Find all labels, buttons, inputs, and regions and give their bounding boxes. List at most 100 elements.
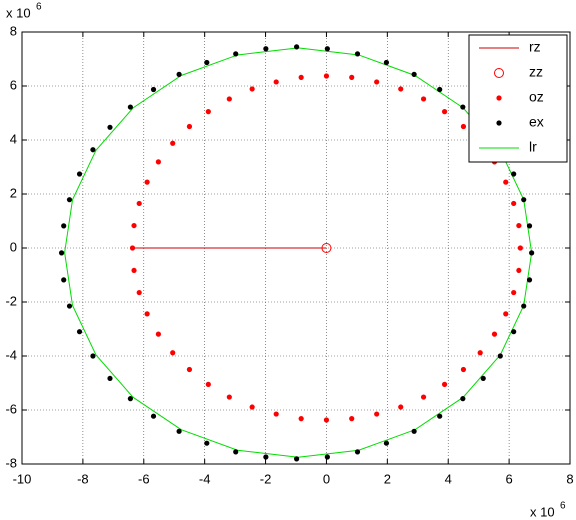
data-point (66, 303, 73, 309)
data-point (170, 350, 176, 356)
data-point (460, 396, 466, 402)
data-point (294, 44, 300, 50)
x-tick-label: 6 (505, 471, 512, 486)
data-point (526, 277, 533, 283)
axis-multiplier-exponent: 6 (36, 2, 42, 13)
data-point (491, 331, 498, 337)
data-point (233, 449, 239, 455)
legend-label: ex (529, 114, 544, 130)
data-point (226, 394, 232, 400)
data-point (61, 277, 67, 283)
y-tick-label: 6 (10, 77, 17, 92)
data-point (127, 396, 133, 402)
data-point (90, 353, 96, 359)
legend-label: rz (529, 39, 541, 55)
data-point (263, 454, 269, 460)
data-point (511, 329, 517, 335)
data-point (511, 200, 517, 207)
data-point (186, 366, 193, 373)
data-point (321, 243, 332, 253)
data-point (497, 353, 503, 359)
data-point (420, 394, 427, 400)
data-point (411, 428, 417, 434)
y-tick-label: -4 (5, 347, 17, 362)
x-tick-label: -10 (13, 471, 32, 486)
data-point (107, 124, 113, 130)
x-tick-label: 8 (566, 471, 573, 486)
data-point (131, 267, 137, 274)
data-point (503, 179, 509, 185)
data-point (374, 79, 380, 85)
data-point (374, 411, 380, 417)
data-point (323, 417, 330, 423)
data-point (437, 413, 443, 419)
data-point (298, 416, 304, 422)
data-point (521, 303, 527, 309)
data-point (323, 73, 330, 79)
axis-multiplier-exponent: 6 (560, 501, 566, 512)
y-tick-label: 8 (10, 23, 17, 38)
data-point (521, 197, 527, 203)
y-tick-label: -8 (5, 455, 17, 470)
axis-multiplier: x 10 (530, 504, 555, 519)
data-point (90, 147, 96, 153)
data-point (107, 375, 113, 382)
data-point (205, 109, 211, 115)
data-point (150, 86, 157, 93)
legend-swatch (496, 95, 502, 101)
data-point (155, 331, 161, 337)
data-point (144, 311, 150, 317)
data-point (411, 71, 417, 77)
data-point (511, 289, 517, 296)
data-point (529, 250, 535, 256)
data-point (516, 222, 522, 229)
data-point (263, 46, 269, 52)
data-point (480, 375, 486, 382)
data-point (460, 104, 466, 110)
data-point (144, 179, 150, 185)
data-point (398, 404, 404, 410)
data-point (170, 140, 176, 146)
y-tick-label: 4 (10, 131, 17, 146)
x-tick-label: -8 (77, 471, 89, 486)
y-tick-label: 0 (10, 239, 17, 254)
data-point (354, 449, 361, 455)
data-point (76, 329, 83, 335)
x-tick-label: 4 (445, 471, 452, 486)
x-tick-label: -6 (138, 471, 150, 486)
data-point (226, 96, 232, 102)
x-tick-label: 2 (384, 471, 391, 486)
axis-multiplier: x 10 (6, 5, 31, 20)
x-tick-label: 0 (323, 471, 330, 486)
data-point (441, 381, 448, 387)
data-point (511, 171, 517, 177)
data-point (176, 71, 182, 77)
data-point (517, 245, 523, 251)
data-point (249, 404, 255, 410)
data-point (398, 86, 404, 92)
data-point (155, 159, 161, 165)
data-point (204, 59, 210, 66)
legend-swatch (496, 120, 502, 126)
data-point (186, 123, 193, 130)
legend-swatch (494, 68, 504, 78)
legend-label: zz (529, 64, 543, 80)
data-point (58, 250, 65, 256)
legend-box (468, 34, 568, 163)
data-point (477, 350, 483, 356)
legend: rz zz oz ex lr (468, 34, 568, 163)
y-tick-label: -2 (5, 293, 17, 308)
data-point (460, 366, 467, 373)
data-point (61, 223, 67, 229)
data-point (66, 197, 73, 203)
y-tick-label: 2 (10, 185, 17, 200)
data-point (129, 245, 136, 251)
data-point (176, 428, 182, 434)
data-point (420, 96, 427, 102)
data-point (437, 86, 443, 93)
data-point (294, 456, 300, 462)
data-point (324, 46, 330, 52)
data-point (204, 440, 210, 446)
data-point (503, 311, 509, 317)
